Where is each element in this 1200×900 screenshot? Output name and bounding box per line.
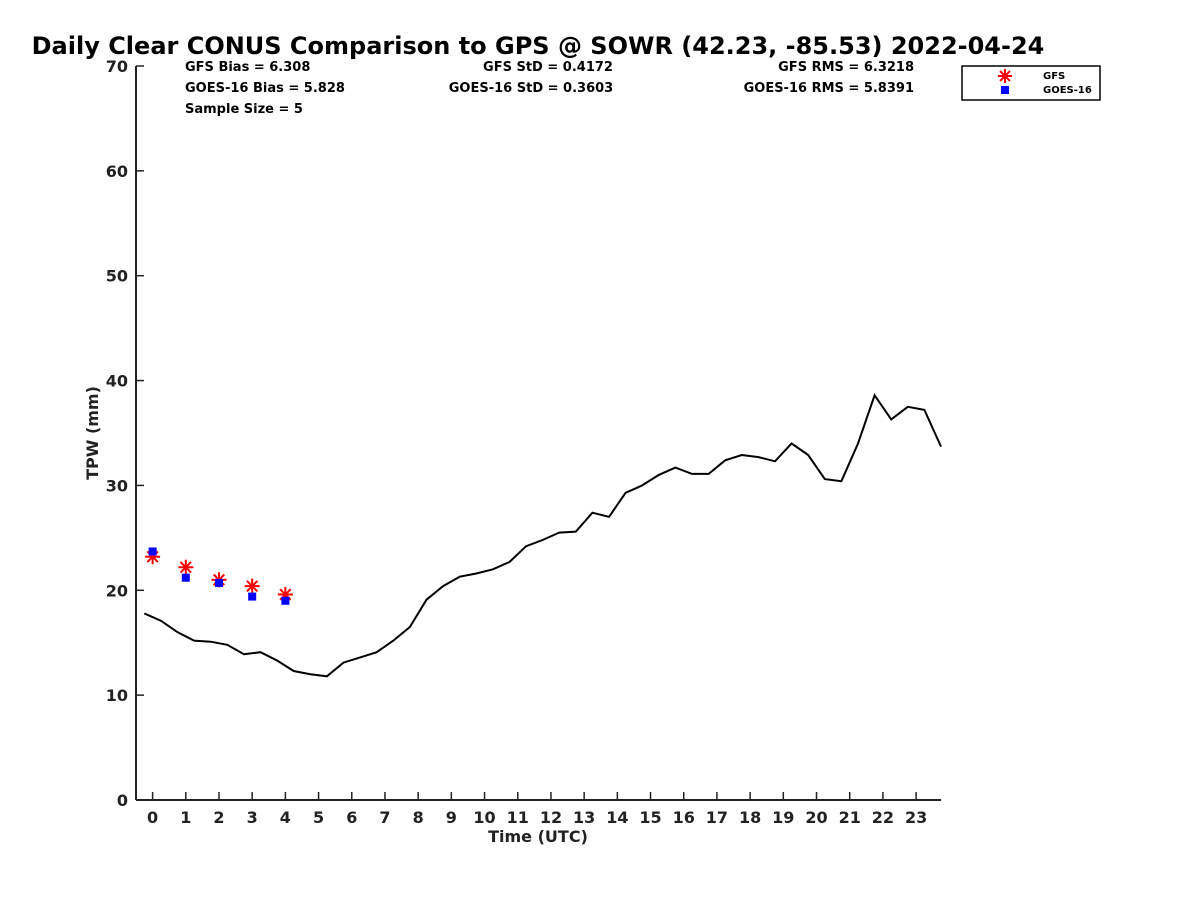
x-tick-label: 11	[507, 808, 529, 827]
gfs-point	[244, 578, 260, 594]
legend-label-goes: GOES-16	[1043, 85, 1092, 96]
y-tick-label: 20	[106, 581, 128, 600]
chart-title: Daily Clear CONUS Comparison to GPS @ SO…	[32, 32, 1045, 60]
legend-goes-square-icon	[1001, 86, 1009, 94]
x-tick-label: 22	[872, 808, 894, 827]
x-tick-label: 21	[839, 808, 861, 827]
goes-16-point	[148, 547, 157, 556]
x-tick-label: 12	[540, 808, 562, 827]
y-tick-label: 50	[106, 267, 128, 286]
gfs-point	[178, 559, 194, 575]
stat-gfs-rms: GFS RMS = 6.3218	[778, 60, 914, 75]
x-tick-label: 23	[905, 808, 927, 827]
goes-16-point	[181, 573, 190, 582]
x-ticks: 0 1 2 3 4 5 6 7 8 9 10 11 12 13 14 15 16 17 18 19 20 21 22 23	[147, 792, 927, 827]
legend-box	[961, 65, 1101, 101]
stats-block: GFS Bias = 6.308 GOES-16 Bias = 5.828 Sa…	[185, 60, 914, 117]
x-tick-label: 7	[379, 808, 390, 827]
x-tick-label: 19	[772, 808, 794, 827]
series-layer	[143, 393, 942, 678]
x-tick-label: 4	[280, 808, 291, 827]
y-tick-label: 10	[106, 686, 128, 705]
x-axis-label: Time (UTC)	[488, 827, 588, 846]
x-tick-label: 2	[213, 808, 224, 827]
stat-gfs-bias: GFS Bias = 6.308	[185, 60, 310, 75]
y-tick-label: 70	[106, 57, 128, 76]
x-tick-label: 6	[346, 808, 357, 827]
goes-16-point	[281, 596, 290, 605]
legend-gfs-asterisk-icon	[998, 69, 1012, 83]
axes	[135, 66, 941, 801]
y-ticks: 0 10 20 30 40 50 60 70	[106, 57, 144, 810]
stat-gfs-std: GFS StD = 0.4172	[483, 60, 613, 75]
gps-series-line	[143, 393, 942, 678]
x-tick-label: 0	[147, 808, 158, 827]
stat-goes-bias: GOES-16 Bias = 5.828	[185, 81, 345, 96]
legend: GFS GOES-16	[961, 65, 1101, 101]
legend-label-gfs: GFS	[1043, 71, 1065, 82]
goes-16-point	[248, 592, 257, 601]
y-tick-label: 0	[117, 791, 128, 810]
stat-goes-rms: GOES-16 RMS = 5.8391	[744, 81, 914, 96]
x-tick-label: 15	[639, 808, 661, 827]
x-tick-label: 13	[573, 808, 595, 827]
x-tick-label: 20	[805, 808, 827, 827]
y-tick-label: 30	[106, 476, 128, 495]
x-tick-label: 14	[606, 808, 628, 827]
y-tick-label: 40	[106, 372, 128, 391]
y-tick-label: 60	[106, 162, 128, 181]
x-tick-label: 10	[473, 808, 495, 827]
x-tick-label: 17	[706, 808, 728, 827]
x-tick-label: 1	[180, 808, 191, 827]
legend-gfs-asterisk	[998, 69, 1012, 83]
x-tick-label: 5	[313, 808, 324, 827]
x-tick-label: 18	[739, 808, 761, 827]
goes-16-point	[214, 578, 223, 587]
x-tick-label: 3	[247, 808, 258, 827]
x-tick-label: 8	[413, 808, 424, 827]
stat-goes-std: GOES-16 StD = 0.3603	[449, 81, 613, 96]
x-tick-label: 16	[673, 808, 695, 827]
x-tick-label: 9	[446, 808, 457, 827]
stat-sample-size: Sample Size = 5	[185, 102, 303, 117]
y-axis-label: TPW (mm)	[83, 386, 102, 480]
